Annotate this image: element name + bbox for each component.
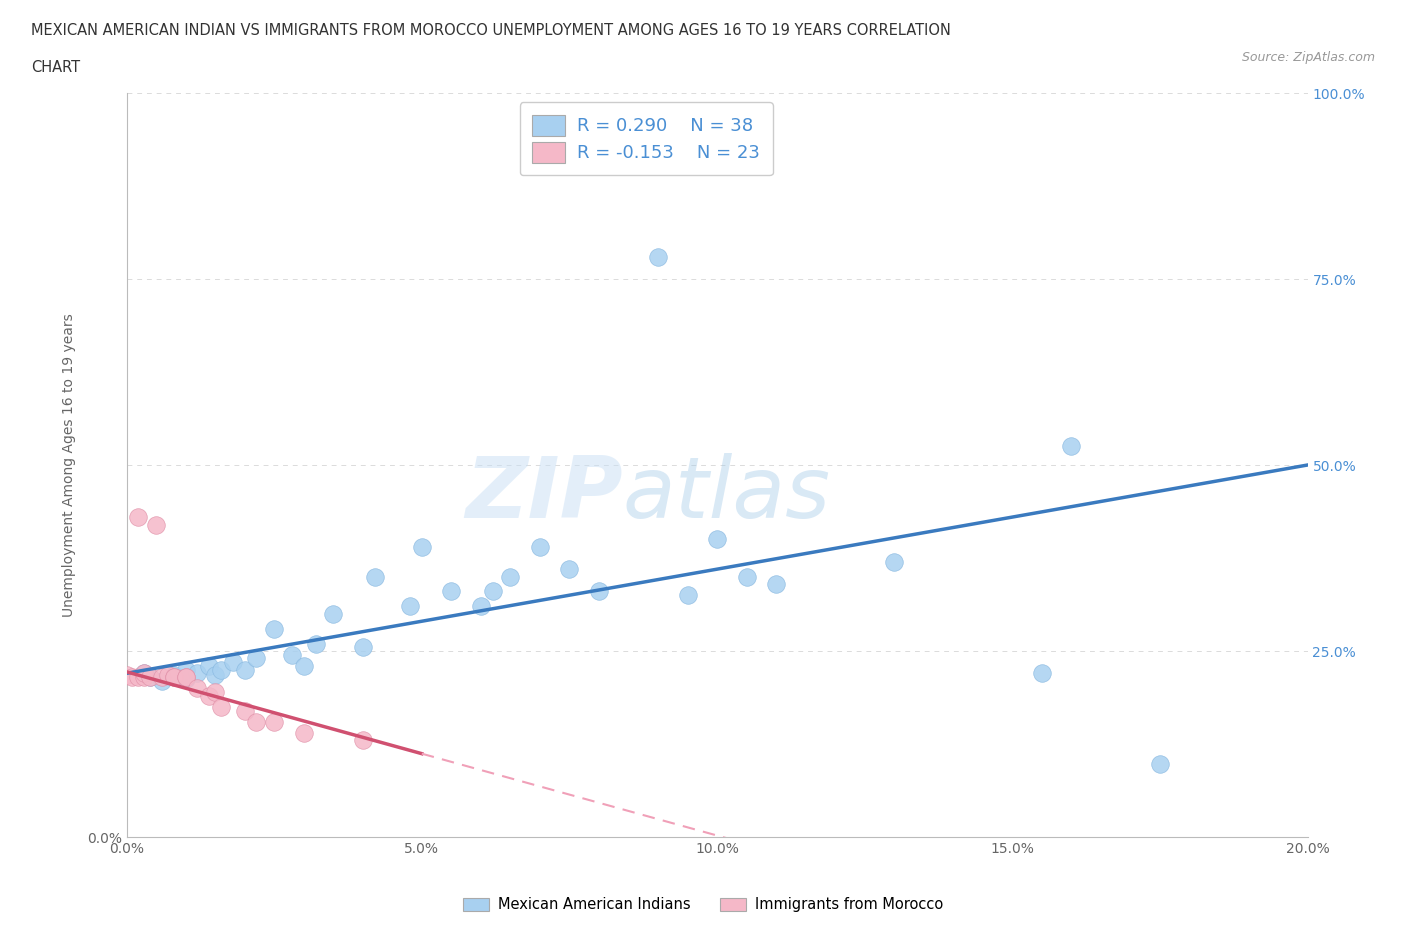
Point — [198, 688, 221, 703]
Point — [174, 662, 197, 677]
Point — [174, 670, 197, 684]
Point — [121, 670, 143, 684]
Point — [470, 599, 492, 614]
Point — [222, 655, 245, 670]
Point — [150, 670, 173, 684]
Point — [558, 562, 581, 577]
Point — [134, 666, 156, 681]
Point — [1149, 757, 1171, 772]
Point — [209, 662, 232, 677]
Point — [174, 671, 197, 686]
Point — [139, 670, 162, 684]
Point — [186, 681, 208, 696]
Point — [292, 725, 315, 740]
Point — [115, 668, 138, 683]
Point — [292, 658, 315, 673]
Point — [127, 670, 149, 684]
Text: Source: ZipAtlas.com: Source: ZipAtlas.com — [1241, 51, 1375, 64]
Point — [209, 699, 232, 714]
Point — [198, 658, 221, 673]
Point — [127, 510, 149, 525]
Point — [883, 554, 905, 569]
Point — [1031, 666, 1053, 681]
Point — [174, 670, 197, 684]
Legend: Mexican American Indians, Immigrants from Morocco: Mexican American Indians, Immigrants fro… — [457, 891, 949, 918]
Point — [411, 539, 433, 554]
Point — [233, 662, 256, 677]
Legend: R = 0.290    N = 38, R = -0.153    N = 23: R = 0.290 N = 38, R = -0.153 N = 23 — [520, 102, 773, 176]
Point — [481, 584, 503, 599]
Y-axis label: Unemployment Among Ages 16 to 19 years: Unemployment Among Ages 16 to 19 years — [62, 313, 76, 617]
Point — [1060, 439, 1083, 454]
Point — [588, 584, 610, 599]
Text: MEXICAN AMERICAN INDIAN VS IMMIGRANTS FROM MOROCCO UNEMPLOYMENT AMONG AGES 16 TO: MEXICAN AMERICAN INDIAN VS IMMIGRANTS FR… — [31, 23, 950, 38]
Point — [529, 539, 551, 554]
Point — [263, 621, 285, 636]
Point — [134, 670, 156, 684]
Point — [440, 584, 463, 599]
Point — [304, 636, 326, 651]
Point — [735, 569, 758, 584]
Point — [204, 668, 226, 683]
Point — [281, 647, 304, 662]
Point — [399, 599, 422, 614]
Point — [163, 670, 186, 684]
Point — [204, 684, 226, 699]
Point — [186, 666, 208, 681]
Point — [352, 733, 374, 748]
Point — [706, 532, 728, 547]
Point — [163, 670, 186, 684]
Point — [676, 588, 699, 603]
Point — [233, 703, 256, 718]
Point — [156, 668, 179, 683]
Point — [263, 714, 285, 729]
Point — [163, 668, 186, 683]
Text: CHART: CHART — [31, 60, 80, 75]
Point — [139, 670, 162, 684]
Point — [134, 666, 156, 681]
Point — [647, 249, 669, 264]
Text: ZIP: ZIP — [465, 453, 623, 537]
Point — [499, 569, 522, 584]
Point — [352, 640, 374, 655]
Point — [145, 517, 167, 532]
Point — [363, 569, 385, 584]
Point — [245, 714, 267, 729]
Text: atlas: atlas — [623, 453, 831, 537]
Point — [322, 606, 344, 621]
Point — [150, 673, 173, 688]
Point — [765, 577, 787, 591]
Point — [245, 651, 267, 666]
